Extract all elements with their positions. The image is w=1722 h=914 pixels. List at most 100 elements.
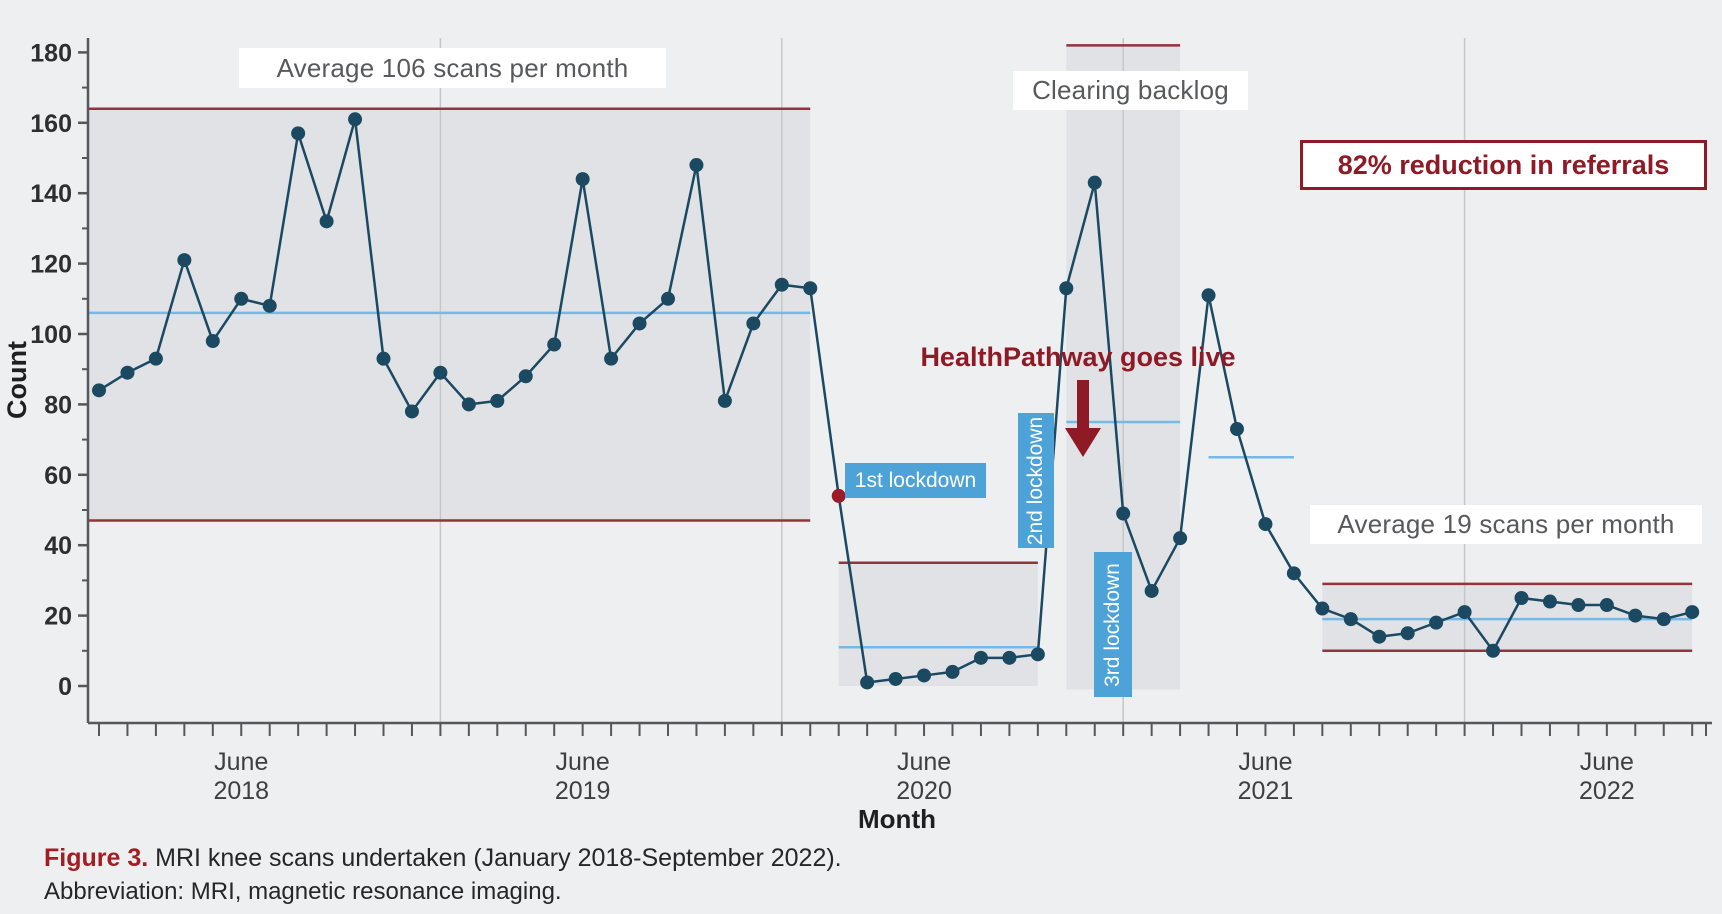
data-point (1599, 598, 1614, 613)
data-point (348, 112, 363, 127)
data-point (860, 675, 875, 690)
data-point (1087, 175, 1102, 190)
x-axis-title: Month (858, 804, 936, 834)
data-point (1201, 288, 1216, 303)
annotation-reduction-callout: 82% reduction in referrals (1300, 140, 1707, 190)
axes: 020406080100120140160180June2018June2019… (2, 38, 1712, 834)
control-band (838, 562, 1038, 686)
data-point (1457, 605, 1472, 620)
data-point (1571, 598, 1586, 613)
x-tick-label-year: 2018 (213, 777, 269, 805)
y-tick-label: 180 (30, 39, 72, 67)
down-arrow-icon (1065, 380, 1101, 457)
y-tick-label: 100 (30, 321, 72, 349)
data-point (1514, 591, 1529, 605)
data-point (262, 298, 277, 313)
data-point (1230, 422, 1244, 437)
data-point (1486, 643, 1501, 658)
data-point (945, 664, 960, 679)
y-axis-title: Count (2, 341, 32, 419)
annotation-average-high: Average 106 scans per month (239, 48, 666, 88)
data-point (1116, 506, 1131, 521)
data-point (376, 351, 391, 366)
annotation-second-lockdown: 2nd lockdown (1018, 413, 1054, 548)
control-band (88, 108, 811, 521)
control-limit-lines (88, 44, 1693, 653)
data-point-lockdown-start (831, 488, 846, 503)
data-point (1429, 615, 1444, 630)
data-point (148, 351, 163, 366)
data-point (291, 126, 306, 141)
annotation-first-lockdown: 1st lockdown (845, 463, 986, 498)
data-point (632, 316, 647, 331)
data-point (547, 337, 562, 352)
data-point (774, 277, 789, 292)
annotation-average-high-text: Average 106 scans per month (276, 52, 629, 83)
data-point (661, 291, 675, 306)
x-tick-label-month: June (897, 748, 951, 776)
data-point (1628, 608, 1643, 623)
x-tick-label-year: 2020 (896, 777, 952, 805)
x-tick-label-year: 2019 (555, 777, 611, 805)
x-tick-label-month: June (214, 748, 268, 776)
data-point (1343, 612, 1358, 627)
x-tick-label-month: June (1580, 748, 1634, 776)
y-tick-label: 40 (44, 532, 72, 560)
annotation-second-lockdown-text: 2nd lockdown (1024, 416, 1048, 545)
y-tick-label: 80 (44, 391, 72, 419)
data-point (1372, 629, 1387, 644)
figure-caption-text: MRI knee scans undertaken (January 2018-… (148, 844, 842, 872)
data-point (404, 404, 419, 419)
figure-caption: Figure 3. MRI knee scans undertaken (Jan… (44, 844, 842, 873)
data-point (120, 365, 135, 380)
data-point (1173, 531, 1188, 546)
data-point (1400, 626, 1415, 641)
data-point (1685, 605, 1700, 620)
y-tick-label: 20 (44, 603, 72, 631)
data-point (1315, 601, 1330, 616)
data-point (518, 369, 533, 384)
x-tick-label-year: 2022 (1579, 777, 1635, 805)
data-point (689, 158, 704, 173)
data-point (490, 393, 505, 408)
data-point (1059, 281, 1074, 296)
data-point (177, 253, 192, 268)
annotation-healthpathway-live: HealthPathway goes live (898, 341, 1258, 373)
x-tick-label-year: 2021 (1238, 777, 1294, 805)
data-series (92, 112, 1700, 690)
y-tick-label: 0 (58, 673, 72, 701)
data-point (461, 397, 476, 412)
data-point (803, 281, 818, 296)
data-point (205, 334, 220, 349)
annotation-clearing-backlog-text: Clearing backlog (1032, 75, 1229, 105)
data-point (433, 365, 448, 380)
annotation-average-low: Average 19 scans per month (1310, 505, 1702, 544)
annotation-third-lockdown-text: 3rd lockdown (1101, 562, 1125, 687)
data-point (319, 214, 334, 229)
control-bands (88, 45, 1693, 690)
x-tick-label-month: June (1238, 748, 1292, 776)
data-point (1656, 612, 1671, 627)
data-point (973, 650, 988, 665)
data-point (746, 316, 761, 331)
data-point (1258, 517, 1273, 532)
data-point (917, 668, 932, 683)
x-tick-label-month: June (556, 748, 610, 776)
annotation-healthpathway-live-text: HealthPathway goes live (920, 341, 1236, 372)
y-tick-label: 120 (30, 251, 72, 279)
data-point (717, 393, 732, 408)
annotation-reduction-callout-text: 82% reduction in referrals (1337, 149, 1670, 180)
data-point (234, 291, 249, 306)
data-point (1002, 650, 1017, 665)
figure-caption-label: Figure 3. (44, 844, 149, 872)
data-point (575, 172, 590, 187)
data-point (1542, 594, 1557, 609)
figure-abbreviation-text: Abbreviation: MRI, magnetic resonance im… (44, 878, 562, 905)
data-point (1286, 566, 1301, 581)
data-point (888, 671, 903, 686)
data-point (604, 351, 619, 366)
annotation-third-lockdown: 3rd lockdown (1094, 552, 1132, 697)
data-point (1144, 583, 1159, 598)
